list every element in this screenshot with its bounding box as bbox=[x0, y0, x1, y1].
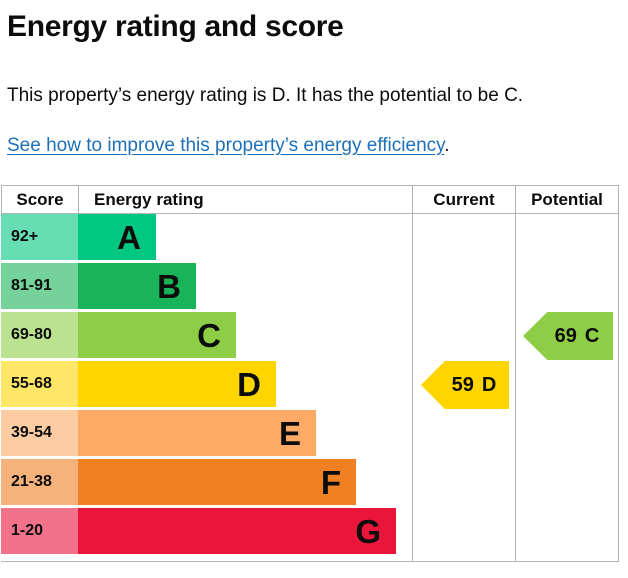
band-bar: G bbox=[78, 508, 396, 554]
band-row-a: 92+ A bbox=[1, 214, 618, 260]
band-bar: E bbox=[78, 410, 316, 456]
band-bar: C bbox=[78, 312, 236, 358]
improvement-link-line: See how to improve this property’s energ… bbox=[7, 133, 628, 158]
band-score-range: 39-54 bbox=[1, 410, 78, 456]
band-score-range: 92+ bbox=[1, 214, 78, 260]
page-title: Energy rating and score bbox=[7, 10, 344, 43]
band-letter: C bbox=[197, 316, 221, 354]
link-suffix-period: . bbox=[444, 135, 450, 156]
band-row-d: 55-68 D bbox=[1, 361, 618, 407]
band-letter: A bbox=[117, 218, 141, 256]
band-row-g: 1-20 G bbox=[1, 508, 618, 554]
column-header-potential: Potential bbox=[515, 186, 619, 213]
band-letter: B bbox=[157, 267, 181, 305]
chart-body: 59 D 69 C 92+ A 81-91 B 69-80 C 55-68 D 39-54 E 21… bbox=[1, 213, 619, 562]
band-score-range: 55-68 bbox=[1, 361, 78, 407]
band-row-c: 69-80 C bbox=[1, 312, 618, 358]
column-header-score: Score bbox=[1, 186, 79, 213]
band-row-b: 81-91 B bbox=[1, 263, 618, 309]
band-score-range: 1-20 bbox=[1, 508, 78, 554]
potential-rating-band: C bbox=[584, 324, 600, 347]
band-bar: A bbox=[78, 214, 156, 260]
band-letter: G bbox=[355, 512, 381, 550]
chart-header-row: Score Energy rating Current Potential bbox=[1, 185, 619, 213]
band-score-range: 21-38 bbox=[1, 459, 78, 505]
column-header-current: Current bbox=[412, 186, 515, 213]
band-bar: B bbox=[78, 263, 196, 309]
potential-rating-value: 69 bbox=[554, 324, 577, 347]
current-rating-band: D bbox=[481, 373, 497, 396]
current-column-divider bbox=[412, 214, 413, 561]
band-score-range: 81-91 bbox=[1, 263, 78, 309]
energy-rating-summary: This property’s energy rating is D. It h… bbox=[7, 85, 524, 106]
band-row-f: 21-38 F bbox=[1, 459, 618, 505]
current-rating-value: 59 bbox=[451, 373, 474, 396]
band-bar: F bbox=[78, 459, 356, 505]
band-letter: D bbox=[237, 365, 261, 403]
band-letter: F bbox=[320, 463, 341, 501]
potential-column-divider bbox=[515, 214, 516, 561]
improve-efficiency-link[interactable]: See how to improve this property’s energ… bbox=[7, 135, 445, 156]
energy-rating-chart: Score Energy rating Current Potential 59… bbox=[1, 185, 619, 562]
band-score-range: 69-80 bbox=[1, 312, 78, 358]
column-header-energy-rating: Energy rating bbox=[94, 189, 204, 209]
band-bar: D bbox=[78, 361, 276, 407]
band-letter: E bbox=[278, 414, 301, 452]
band-row-e: 39-54 E bbox=[1, 410, 618, 456]
